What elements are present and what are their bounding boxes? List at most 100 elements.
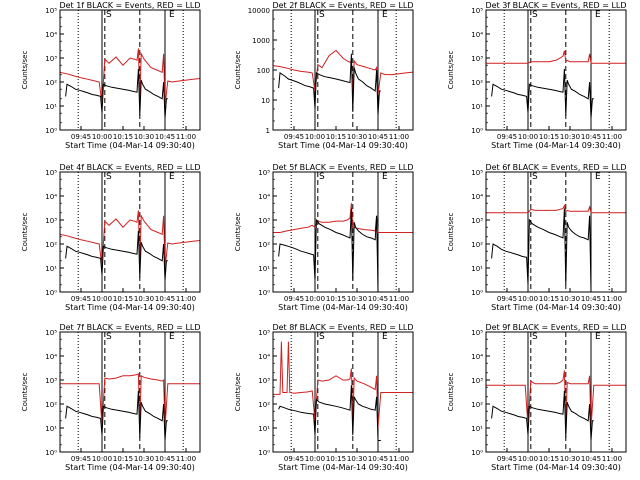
y-tick-label: 10⁰ xyxy=(471,449,483,457)
y-tick-label: 10⁴ xyxy=(258,193,270,201)
x-axis-label: Start Time (04-Mar-14 09:30:40) xyxy=(491,141,621,150)
x-tick-label: 09:45 xyxy=(71,455,91,463)
plot-frame xyxy=(59,9,201,131)
x-tick-label: 10:30 xyxy=(560,295,580,303)
start-marker-label: S xyxy=(106,10,112,20)
y-tick-label: 10⁴ xyxy=(471,31,483,39)
panel-det-5: Det 5f BLACK = Events, RED = LLD Counts/s… xyxy=(234,163,414,312)
series-lld-line xyxy=(59,210,201,269)
y-axis-label: Counts/sec xyxy=(234,373,242,412)
x-tick-label: 10:45 xyxy=(581,295,601,303)
y-tick-label: 10¹ xyxy=(471,265,483,273)
end-marker-label: E xyxy=(382,172,388,182)
series-events-line xyxy=(278,53,381,116)
end-marker-label: E xyxy=(382,10,388,20)
end-marker-label: E xyxy=(382,332,388,342)
series-lld-line xyxy=(273,341,413,429)
x-tick-label: 10:00 xyxy=(92,133,112,141)
x-tick-label: 10:30 xyxy=(560,455,580,463)
y-tick-label: 10⁴ xyxy=(258,353,270,361)
y-tick-label: 10¹ xyxy=(258,265,270,273)
y-tick-label: 10² xyxy=(258,241,270,249)
series-events-line xyxy=(65,68,168,119)
x-tick-label: 11:00 xyxy=(176,133,196,141)
series-lld-line xyxy=(60,373,200,429)
y-tick-label: 10² xyxy=(258,401,270,409)
y-tick-label: 10 xyxy=(261,97,270,105)
series-events-line xyxy=(491,390,594,441)
x-tick-label: 10:00 xyxy=(305,295,325,303)
y-tick-label: 10⁴ xyxy=(471,193,483,201)
start-marker-label: S xyxy=(106,332,112,342)
x-tick-label: 10:45 xyxy=(368,455,388,463)
y-tick-label: 10⁴ xyxy=(45,353,57,361)
y-tick-label: 10⁰ xyxy=(45,289,57,297)
x-axis-label: Start Time (04-Mar-14 09:30:40) xyxy=(278,141,408,150)
x-tick-label: 10:00 xyxy=(92,455,112,463)
x-tick-label: 10:15 xyxy=(326,455,346,463)
y-tick-label: 10³ xyxy=(45,55,57,63)
series-lld-line xyxy=(486,50,626,64)
plot-frame xyxy=(485,9,627,131)
x-tick-label: 10:30 xyxy=(347,295,367,303)
y-tick-label: 10³ xyxy=(471,377,483,385)
y-tick-label: 10⁵ xyxy=(258,329,270,337)
x-tick-label: 09:45 xyxy=(497,133,517,141)
series-events-line xyxy=(278,208,381,293)
plot-frame xyxy=(272,9,414,131)
y-tick-label: 10² xyxy=(45,79,57,87)
x-tick-label: 10:45 xyxy=(155,455,175,463)
x-tick-label: 10:45 xyxy=(581,133,601,141)
x-tick-label: 11:00 xyxy=(389,295,409,303)
y-tick-label: 10⁰ xyxy=(258,289,270,297)
series-events-line xyxy=(278,385,381,441)
y-tick-label: 10⁵ xyxy=(471,7,483,15)
x-tick-label: 11:00 xyxy=(602,455,622,463)
y-axis-label: Counts/sec xyxy=(21,51,29,90)
panel-det-2: Det 2f BLACK = Events, RED = LLD Counts/s… xyxy=(234,1,414,150)
y-tick-label: 10⁵ xyxy=(45,169,57,177)
y-tick-label: 10¹ xyxy=(471,425,483,433)
start-marker-label: S xyxy=(532,172,538,182)
y-tick-label: 10² xyxy=(471,401,483,409)
y-tick-label: 1000 xyxy=(252,37,270,45)
end-marker-label: E xyxy=(169,172,175,182)
y-tick-label: 10³ xyxy=(258,217,270,225)
y-tick-label: 10² xyxy=(471,241,483,249)
x-tick-label: 10:15 xyxy=(539,455,559,463)
y-tick-label: 10¹ xyxy=(45,425,57,433)
y-tick-label: 10⁴ xyxy=(45,193,57,201)
panel-title: Det 6f BLACK = Events, RED = LLD xyxy=(485,163,626,172)
end-marker-label: E xyxy=(595,332,601,342)
plot-frame xyxy=(59,331,201,453)
panel-title: Det 7f BLACK = Events, RED = LLD xyxy=(59,323,200,332)
x-tick-label: 10:15 xyxy=(113,455,133,463)
x-tick-label: 10:15 xyxy=(539,295,559,303)
y-tick-label: 1 xyxy=(266,127,270,135)
x-axis-label: Start Time (04-Mar-14 09:30:40) xyxy=(65,141,195,150)
plot-frame xyxy=(272,171,414,293)
plot-frame xyxy=(272,331,414,453)
y-tick-label: 10³ xyxy=(471,55,483,63)
end-marker-label: E xyxy=(595,10,601,20)
x-tick-label: 10:30 xyxy=(134,133,154,141)
x-tick-label: 09:45 xyxy=(284,455,304,463)
panel-title: Det 2f BLACK = Events, RED = LLD xyxy=(272,1,413,10)
y-tick-label: 10000 xyxy=(248,7,270,15)
series-events-line xyxy=(65,230,168,281)
panel-det-6: Det 6f BLACK = Events, RED = LLD Counts/s… xyxy=(447,163,627,312)
y-tick-label: 10³ xyxy=(471,217,483,225)
x-axis-label: Start Time (04-Mar-14 09:30:40) xyxy=(65,463,195,472)
y-tick-label: 10² xyxy=(45,241,57,249)
x-tick-label: 09:45 xyxy=(71,133,91,141)
x-tick-label: 10:45 xyxy=(155,295,175,303)
start-marker-label: S xyxy=(532,332,538,342)
x-tick-label: 09:45 xyxy=(71,295,91,303)
y-axis-label: Counts/sec xyxy=(447,373,455,412)
x-tick-label: 10:15 xyxy=(539,133,559,141)
y-axis-label: Counts/sec xyxy=(21,213,29,252)
y-tick-label: 10¹ xyxy=(45,265,57,273)
plot-frame xyxy=(59,171,201,293)
x-tick-label: 09:45 xyxy=(497,455,517,463)
